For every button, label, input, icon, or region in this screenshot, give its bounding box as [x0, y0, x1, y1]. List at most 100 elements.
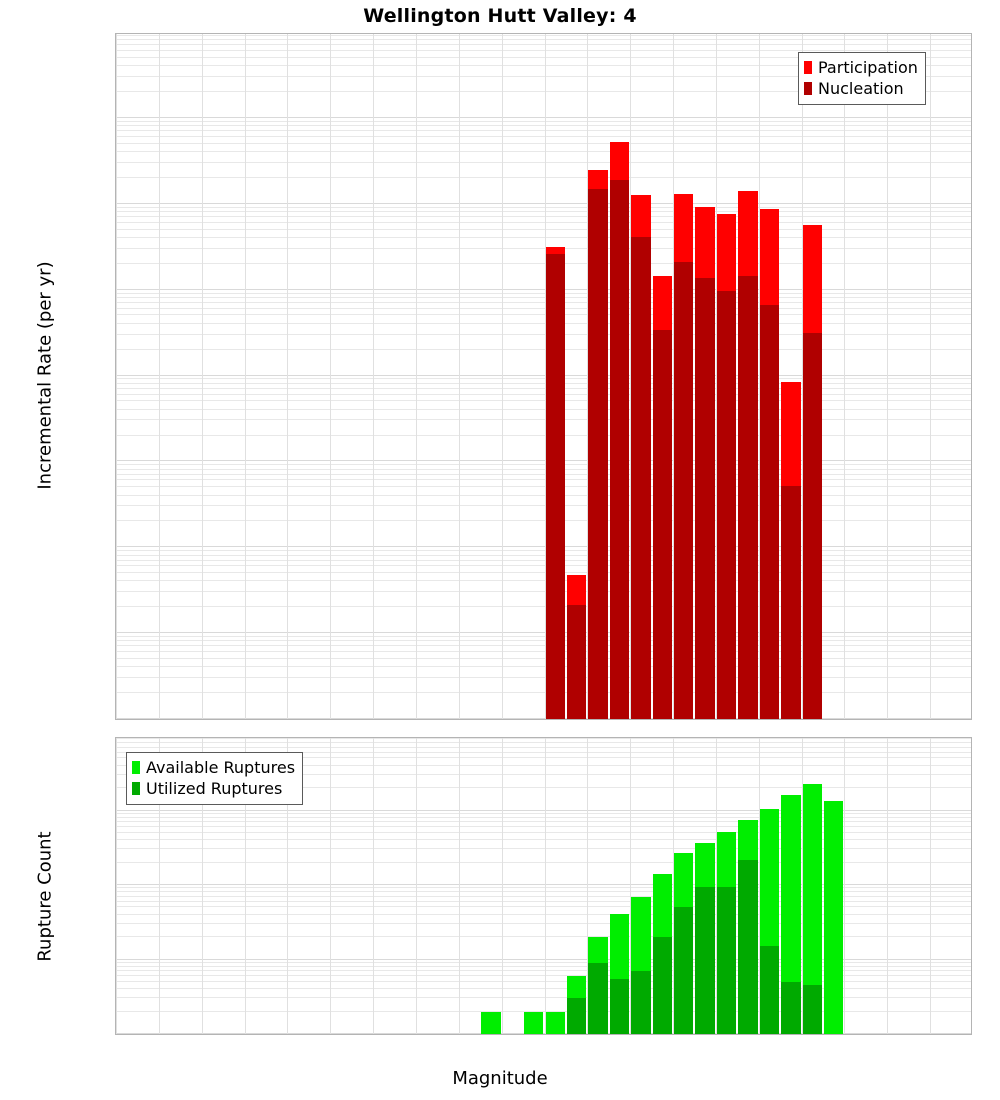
y-tick-mark	[115, 378, 116, 379]
gridline	[116, 677, 971, 679]
gridline	[116, 975, 971, 977]
gridline	[116, 387, 971, 389]
y-tick-mark	[115, 375, 116, 376]
y-tick-mark	[115, 832, 116, 833]
y-tick-mark	[115, 216, 116, 217]
legend-label: Available Ruptures	[146, 757, 296, 777]
gridline-vertical	[844, 738, 846, 1034]
gridline	[116, 812, 971, 814]
y-tick-mark	[115, 787, 116, 788]
y-tick-mark	[115, 237, 116, 238]
y-tick-mark	[115, 560, 116, 561]
y-tick-mark	[115, 207, 116, 208]
y-tick-mark	[115, 495, 116, 496]
y-tick-mark	[115, 738, 116, 739]
y-tick-mark	[115, 555, 116, 556]
gridline	[116, 206, 971, 208]
y-tick-mark	[115, 323, 116, 324]
gridline	[116, 419, 971, 421]
gridline	[116, 746, 971, 748]
bar-segment-available-ruptures	[802, 783, 823, 1034]
gridline	[116, 65, 971, 67]
y-tick-mark	[115, 211, 116, 212]
bar-segment-utilized-ruptures	[609, 978, 630, 1034]
gridline	[116, 826, 971, 828]
y-tick-mark	[115, 692, 116, 693]
bar	[716, 214, 737, 719]
y-tick-mark	[115, 308, 116, 309]
legend-item: Utilized Ruptures	[132, 778, 295, 799]
bar	[674, 193, 694, 719]
gridline-vertical	[287, 738, 289, 1034]
bar	[652, 874, 673, 1034]
bar-segment-utilized-ruptures	[566, 998, 587, 1034]
gridline-vertical	[330, 34, 332, 719]
gridline	[116, 657, 971, 659]
bar-segment-utilized-ruptures	[802, 984, 823, 1034]
y-tick-mark	[115, 65, 116, 66]
gridline	[116, 292, 971, 294]
gridline	[116, 75, 971, 77]
legend-item: Available Ruptures	[132, 757, 295, 778]
bar	[781, 795, 801, 1034]
bar	[652, 275, 673, 719]
bar	[631, 897, 651, 1034]
y-tick-mark	[115, 293, 116, 294]
gridline	[116, 913, 971, 915]
y-tick-mark	[115, 400, 116, 401]
gridline	[116, 787, 971, 789]
gridline	[116, 887, 971, 889]
gridline	[116, 408, 971, 410]
gridline-vertical	[458, 34, 460, 719]
gridline-vertical	[158, 34, 160, 719]
y-tick-mark	[115, 334, 116, 335]
gridline	[116, 906, 971, 908]
gridline	[116, 247, 971, 249]
bar-segment-utilized-ruptures	[781, 981, 801, 1034]
gridline	[116, 640, 971, 642]
gridline	[116, 494, 971, 496]
y-tick-mark	[115, 817, 116, 818]
top-y-axis-label: Incremental Rate (per yr)	[34, 261, 56, 490]
y-tick-mark	[115, 677, 116, 678]
y-tick-mark	[115, 813, 116, 814]
y-tick-mark	[115, 914, 116, 915]
gridline	[116, 378, 971, 380]
gridline-vertical	[415, 34, 417, 719]
y-tick-mark	[115, 821, 116, 822]
legend-swatch-icon	[132, 761, 140, 774]
gridline	[116, 479, 971, 481]
gridline	[116, 816, 971, 818]
gridline	[116, 764, 971, 766]
incremental-rate-chart: 10-1010-910-810-710-610-510-410-310-2	[115, 33, 972, 720]
y-tick-mark	[115, 136, 116, 137]
y-tick-mark	[115, 546, 116, 547]
y-tick-mark	[115, 884, 116, 885]
y-tick-mark	[115, 91, 116, 92]
y-tick-mark	[115, 826, 116, 827]
bar-segment-nucleation	[674, 261, 694, 719]
gridline	[116, 692, 971, 694]
gridline	[116, 988, 971, 990]
gridline	[116, 486, 971, 488]
gridline	[116, 651, 971, 653]
gridline-vertical	[501, 34, 503, 719]
bar-segment-utilized-ruptures	[631, 971, 651, 1034]
y-tick-mark	[115, 1011, 116, 1012]
gridline	[116, 296, 971, 298]
gridline	[116, 891, 971, 893]
gridline	[116, 961, 971, 963]
y-tick-mark	[115, 263, 116, 264]
y-tick-mark	[115, 896, 116, 897]
y-tick-mark	[115, 248, 116, 249]
gridline	[116, 374, 971, 376]
bar-segment-available-ruptures	[481, 1011, 501, 1034]
bar-segment-nucleation	[781, 485, 801, 719]
x-tick-mark	[245, 1034, 246, 1035]
gridline	[116, 821, 971, 823]
gridline	[116, 464, 971, 466]
bar-segment-nucleation	[545, 254, 565, 719]
legend-label: Utilized Ruptures	[146, 778, 283, 798]
gridline	[116, 751, 971, 753]
